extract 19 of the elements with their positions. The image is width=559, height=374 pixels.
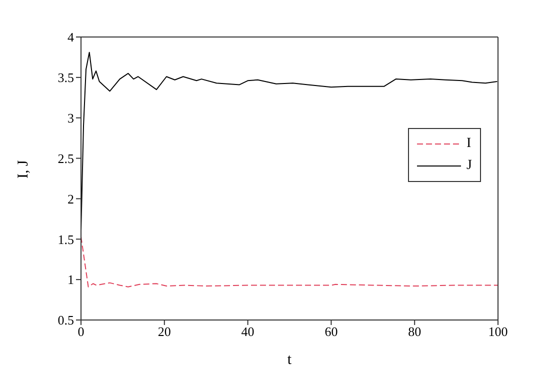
line-series [81, 236, 498, 288]
x-axis-title: t [287, 352, 292, 368]
x-tick-label: 60 [324, 324, 338, 340]
y-tick-label: 3.5 [58, 70, 74, 86]
y-tick-label: 3 [68, 110, 74, 126]
x-tick-label: 100 [488, 324, 508, 340]
y-tick-label: 4 [68, 30, 74, 45]
x-tick-label: 40 [241, 324, 254, 340]
x-tick-label: 20 [158, 324, 171, 340]
legend-label: J [466, 157, 472, 175]
y-tick-label: 1.5 [58, 232, 74, 247]
y-tick-label: 2.5 [58, 150, 74, 166]
y-tick-label: 2 [68, 191, 74, 206]
x-tick-label: 0 [78, 324, 84, 340]
x-tick-label: 80 [408, 324, 422, 340]
y-axis-title: I, J [15, 160, 32, 178]
y-tick-label: 1 [68, 272, 74, 288]
legend-label: I [466, 135, 472, 153]
y-tick-label: 0.5 [58, 312, 74, 328]
